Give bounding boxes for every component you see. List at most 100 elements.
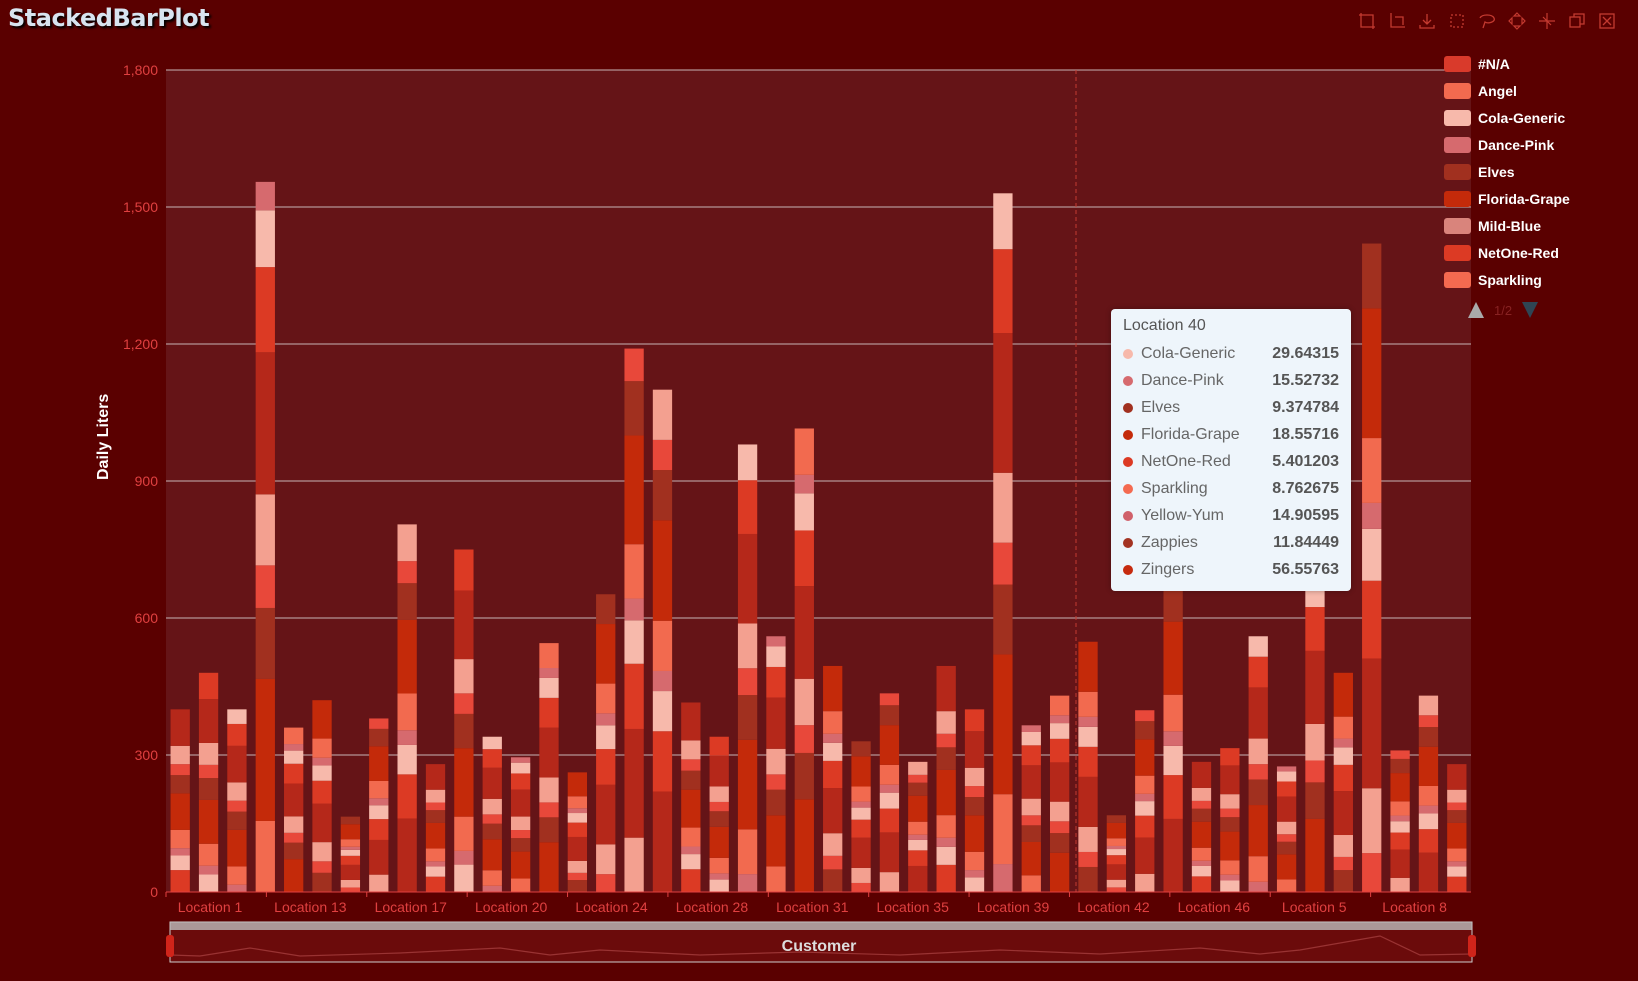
bar-stack[interactable] bbox=[1418, 695, 1439, 892]
bar-segment[interactable] bbox=[312, 872, 332, 892]
bar-segment[interactable] bbox=[539, 697, 559, 728]
bar-segment[interactable] bbox=[1447, 876, 1467, 892]
bar-segment[interactable] bbox=[510, 773, 531, 790]
bar-segment[interactable] bbox=[1021, 798, 1041, 816]
bar-segment[interactable] bbox=[936, 747, 956, 770]
data-zoom-slider[interactable] bbox=[166, 921, 1476, 963]
bar-stack[interactable] bbox=[1362, 243, 1382, 892]
bar-stack[interactable] bbox=[908, 761, 928, 892]
bar-segment[interactable] bbox=[1078, 691, 1098, 717]
bar-segment[interactable] bbox=[170, 764, 190, 776]
bar-stack[interactable] bbox=[1049, 695, 1070, 892]
bar-segment[interactable] bbox=[1390, 832, 1410, 850]
bar-segment[interactable] bbox=[510, 757, 531, 763]
bar-segment[interactable] bbox=[1163, 775, 1183, 819]
bar-segment[interactable] bbox=[170, 829, 190, 849]
bar-segment[interactable] bbox=[936, 733, 956, 748]
bar-segment[interactable] bbox=[284, 763, 304, 784]
bar-segment[interactable] bbox=[681, 740, 701, 760]
bar-segment[interactable] bbox=[624, 348, 644, 382]
bar-segment[interactable] bbox=[510, 816, 531, 831]
bar-segment[interactable] bbox=[908, 795, 928, 822]
bar-segment[interactable] bbox=[425, 764, 446, 790]
bar-segment[interactable] bbox=[964, 797, 985, 816]
bar-segment[interactable] bbox=[851, 756, 871, 787]
bar-segment[interactable] bbox=[766, 815, 786, 867]
bar-segment[interactable] bbox=[397, 774, 417, 819]
bar-segment[interactable] bbox=[369, 805, 389, 820]
bar-segment[interactable] bbox=[681, 770, 701, 790]
bar-stack[interactable] bbox=[1078, 641, 1098, 892]
bar-segment[interactable] bbox=[170, 848, 190, 856]
bar-segment[interactable] bbox=[255, 210, 275, 268]
bar-segment[interactable] bbox=[198, 865, 219, 875]
bar-segment[interactable] bbox=[1362, 788, 1382, 854]
bar-segment[interactable] bbox=[709, 786, 729, 802]
bar-segment[interactable] bbox=[454, 549, 474, 591]
bar-segment[interactable] bbox=[1390, 815, 1410, 822]
bar-segment[interactable] bbox=[1305, 818, 1325, 892]
bar-segment[interactable] bbox=[1163, 731, 1183, 746]
bar-segment[interactable] bbox=[851, 807, 871, 820]
bar-segment[interactable] bbox=[255, 820, 275, 892]
bar-stack[interactable] bbox=[1390, 750, 1410, 892]
bar-segment[interactable] bbox=[993, 542, 1013, 585]
bar-segment[interactable] bbox=[255, 267, 275, 353]
bar-stack[interactable] bbox=[879, 693, 900, 892]
bar-segment[interactable] bbox=[567, 836, 588, 861]
bar-segment[interactable] bbox=[1333, 747, 1353, 765]
bar-segment[interactable] bbox=[425, 810, 446, 823]
bar-segment[interactable] bbox=[312, 757, 332, 766]
bar-segment[interactable] bbox=[454, 659, 474, 694]
bar-segment[interactable] bbox=[482, 823, 502, 840]
bar-segment[interactable] bbox=[964, 877, 985, 892]
bar-segment[interactable] bbox=[624, 728, 644, 838]
bar-segment[interactable] bbox=[227, 745, 247, 783]
bar-segment[interactable] bbox=[255, 181, 275, 211]
bar-segment[interactable] bbox=[652, 620, 673, 671]
bar-stack[interactable] bbox=[737, 444, 758, 892]
bar-segment[interactable] bbox=[1418, 829, 1439, 853]
bar-segment[interactable] bbox=[1333, 791, 1353, 836]
bar-segment[interactable] bbox=[1333, 856, 1353, 871]
bar-stack[interactable] bbox=[1276, 766, 1297, 892]
bar-segment[interactable] bbox=[1078, 776, 1098, 827]
bar-segment[interactable] bbox=[1248, 738, 1268, 765]
bar-segment[interactable] bbox=[936, 665, 956, 712]
bar-segment[interactable] bbox=[1276, 841, 1297, 855]
bar-segment[interactable] bbox=[397, 744, 417, 775]
bar-segment[interactable] bbox=[624, 544, 644, 599]
bar-segment[interactable] bbox=[170, 709, 190, 746]
bar-segment[interactable] bbox=[482, 767, 502, 799]
bar-segment[interactable] bbox=[1390, 821, 1410, 833]
bar-stack[interactable] bbox=[255, 181, 275, 892]
bar-segment[interactable] bbox=[567, 813, 588, 823]
bar-segment[interactable] bbox=[908, 774, 928, 783]
bar-segment[interactable] bbox=[170, 870, 190, 892]
bar-stack[interactable] bbox=[284, 727, 304, 892]
bar-segment[interactable] bbox=[340, 887, 361, 892]
bar-segment[interactable] bbox=[1418, 715, 1439, 728]
bar-stack[interactable] bbox=[596, 594, 616, 892]
bar-segment[interactable] bbox=[709, 857, 729, 874]
bar-segment[interactable] bbox=[993, 472, 1013, 543]
bar-segment[interactable] bbox=[397, 524, 417, 562]
bar-segment[interactable] bbox=[397, 730, 417, 745]
bar-segment[interactable] bbox=[936, 864, 956, 892]
bar-segment[interactable] bbox=[1276, 879, 1297, 892]
bar-segment[interactable] bbox=[1191, 847, 1212, 861]
bar-segment[interactable] bbox=[482, 736, 502, 750]
bar-segment[interactable] bbox=[539, 777, 559, 803]
bar-segment[interactable] bbox=[1248, 805, 1268, 857]
bar-segment[interactable] bbox=[1106, 855, 1127, 865]
bar-segment[interactable] bbox=[964, 851, 985, 871]
rect-select-icon[interactable] bbox=[1446, 10, 1468, 32]
bar-segment[interactable] bbox=[1390, 801, 1410, 816]
bar-segment[interactable] bbox=[1135, 793, 1155, 802]
bar-segment[interactable] bbox=[1362, 308, 1382, 439]
bar-segment[interactable] bbox=[1078, 851, 1098, 867]
bar-segment[interactable] bbox=[1191, 787, 1212, 801]
bar-segment[interactable] bbox=[794, 752, 814, 800]
bar-stack[interactable] bbox=[823, 665, 843, 892]
bar-segment[interactable] bbox=[681, 759, 701, 771]
